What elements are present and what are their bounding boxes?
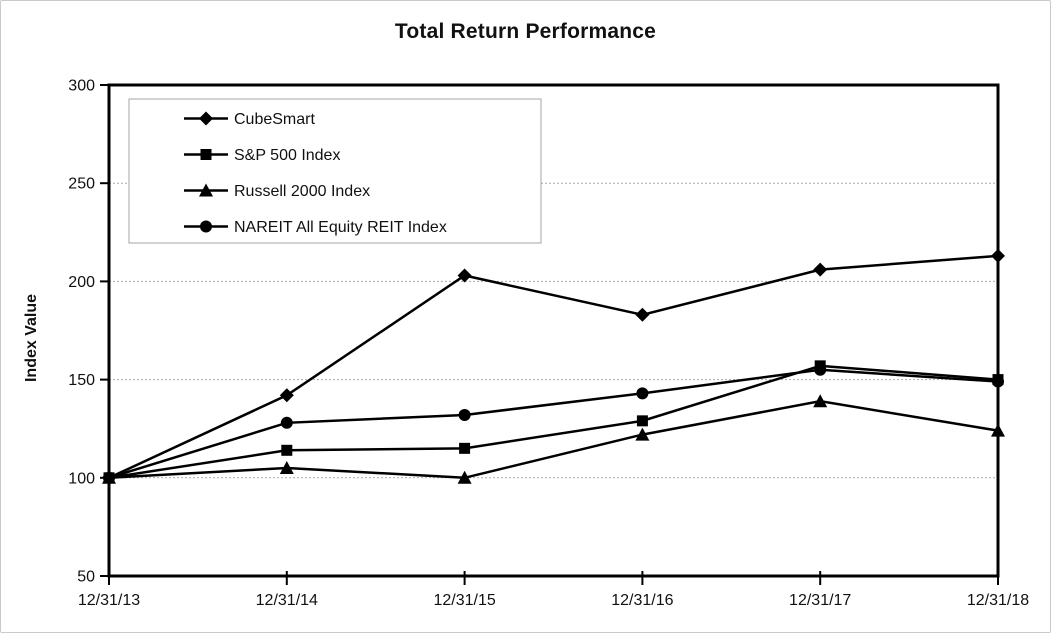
series-1-point-3 (636, 415, 648, 427)
legend-label-0: CubeSmart (234, 111, 315, 128)
series-1-point-0 (103, 472, 115, 484)
series-line-0 (108, 254, 999, 479)
chart-title: Total Return Performance (394, 20, 657, 43)
series-line-1 (108, 364, 999, 480)
series-0-point-1 (279, 388, 294, 403)
legend-label-1: S&P 500 Index (234, 147, 340, 164)
series-0-point-2 (457, 268, 472, 283)
legend-triangle-icon (199, 183, 213, 197)
series-3-point-2 (458, 408, 471, 421)
series-2-point-3 (635, 427, 650, 441)
x-tick-label-4: 12/31/17 (789, 592, 851, 609)
series-1-point-4 (814, 360, 826, 372)
series-0-point-3 (635, 307, 650, 322)
series-3-point-1 (280, 416, 293, 429)
x-tick-label-1: 12/31/14 (256, 592, 318, 609)
y-tick-label-250: 250 (68, 176, 95, 193)
y-tick-label-300: 300 (68, 78, 95, 95)
axis-frame (107, 83, 1000, 578)
series-2-point-1 (279, 460, 294, 474)
series-1-point-2 (459, 442, 471, 454)
series-1-point-1 (281, 444, 293, 456)
y-tick-label-50: 50 (77, 569, 95, 586)
series-2-point-5 (991, 423, 1005, 437)
legend-circle-icon (200, 220, 212, 233)
x-tick-label-3: 12/31/16 (611, 592, 673, 609)
series-1-point-5 (992, 374, 1004, 386)
series-0-point-5 (991, 248, 1005, 263)
x-tick-label-0: 12/31/13 (78, 592, 140, 609)
legend-square-icon (200, 149, 212, 160)
legend-label-2: Russell 2000 Index (234, 183, 370, 200)
series-line-2 (108, 399, 999, 480)
legend-diamond-icon (199, 111, 213, 126)
x-tick-label-5: 12/31/18 (967, 592, 1029, 609)
legend-label-3: NAREIT All Equity REIT Index (234, 219, 447, 236)
y-axis-title: Index Value (23, 293, 40, 383)
y-tick-label-150: 150 (68, 372, 95, 389)
series-line-3 (108, 368, 999, 479)
series-2-point-2 (457, 470, 472, 484)
series-2-point-4 (813, 394, 828, 408)
series-0-point-4 (813, 262, 828, 277)
y-tick-label-200: 200 (68, 274, 95, 291)
series-3-point-3 (636, 387, 649, 400)
legend-box (128, 98, 542, 244)
x-tick-label-2: 12/31/15 (433, 592, 495, 609)
y-tick-label-100: 100 (68, 470, 95, 487)
